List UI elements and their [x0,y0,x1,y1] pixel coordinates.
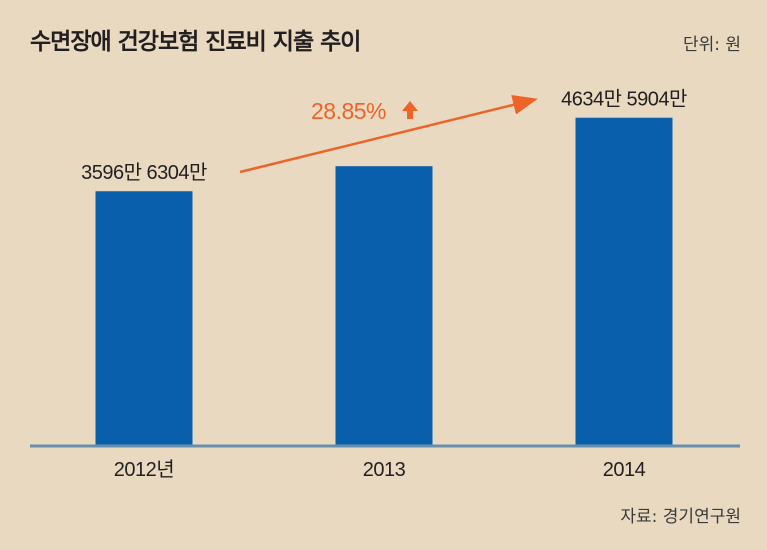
unit-label: 단위: 원 [682,35,741,55]
growth-arrow [239,95,538,174]
bar-2 [575,117,673,446]
bar-1 [335,166,433,447]
category-label-2: 2014 [603,459,646,481]
value-label-0: 3596만 6304만 [81,161,207,184]
value-label-2: 4634만 5904만 [561,88,687,111]
chart-title: 수면장애 건강보험 진료비 지출 추이 [30,29,361,55]
source-label: 자료: 경기연구원 [620,507,741,527]
bar-0 [95,191,193,446]
category-label-1: 2013 [363,459,406,481]
growth-rate-label: 28.85% [311,98,386,124]
category-label-0: 2012년 [114,458,174,481]
up-arrow-icon [402,101,418,119]
